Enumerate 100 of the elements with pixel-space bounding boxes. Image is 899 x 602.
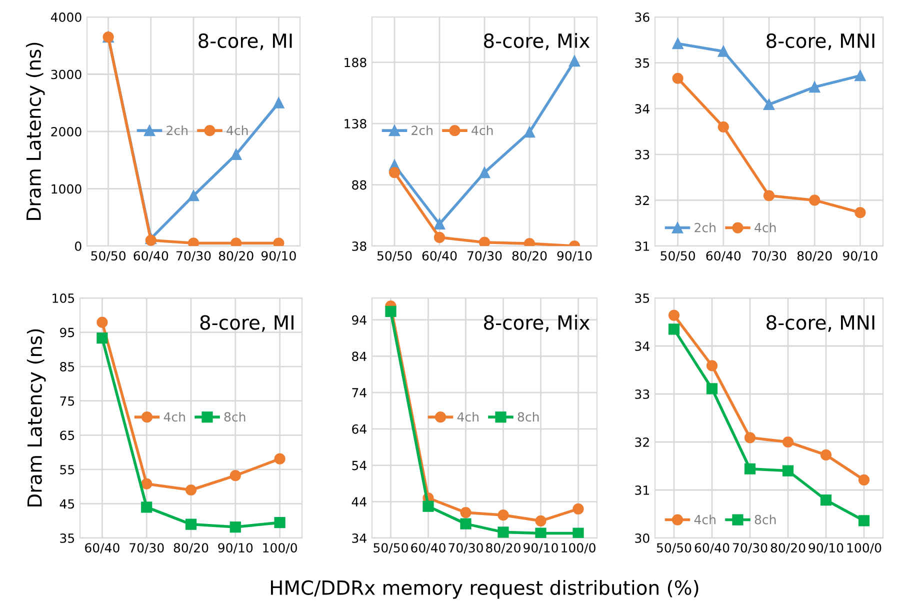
x-axis-title: HMC/DDRx memory request distribution (%) (271, 580, 698, 599)
y-tick-label: 35 (635, 58, 650, 68)
point (460, 506, 472, 518)
y-tick-label: 54 (352, 460, 366, 470)
legend-label: 2ch (694, 222, 716, 232)
point (782, 465, 794, 476)
point (434, 218, 446, 230)
point (535, 528, 546, 538)
y-tick-label: 34 (635, 104, 650, 114)
x-tick-label: 90/10 (261, 251, 296, 262)
point (572, 503, 584, 514)
x-tick-label: 60/40 (422, 251, 457, 262)
point (854, 207, 866, 218)
x-tick-label: 70/30 (752, 251, 786, 262)
x-tick-label: 60/40 (706, 251, 741, 262)
x-tick-label: 60/40 (134, 251, 168, 262)
y-tick-label: 30 (635, 533, 650, 543)
legend-label: 4ch (226, 125, 248, 136)
point (782, 436, 794, 448)
point (858, 515, 870, 526)
point (141, 502, 152, 513)
y-tick-label: 0 (75, 241, 82, 251)
point (145, 234, 156, 246)
y-axis-title: Dram Latency (ns) (26, 42, 45, 220)
point (434, 232, 446, 243)
text: 8-core, MI (200, 315, 294, 332)
text: 8-core, MI (198, 33, 292, 50)
point (854, 70, 866, 82)
point (744, 463, 756, 474)
point (572, 528, 584, 538)
x-tick-label: 90/10 (808, 543, 844, 554)
x-tick-label: 60/40 (694, 543, 730, 554)
x-tick-label: 50/50 (660, 251, 695, 262)
point (809, 82, 820, 93)
y-tick-label: 35 (635, 293, 650, 303)
x-tick-label: 70/30 (176, 251, 211, 262)
point (188, 238, 200, 246)
legend-label: 4ch (164, 412, 185, 422)
point (744, 432, 756, 444)
point (763, 98, 775, 110)
y-tick-label: 34 (352, 533, 366, 543)
point (820, 494, 832, 506)
y-tick-label: 105 (52, 293, 74, 303)
x-tick-label: 50/50 (377, 251, 412, 262)
y-tick-label: 188 (344, 58, 366, 68)
legend-label: 8ch (518, 412, 539, 422)
x-tick-label: 50/50 (656, 543, 692, 554)
point (230, 470, 241, 482)
legend-label: 8ch (224, 412, 246, 422)
y-tick-label: 32 (635, 196, 649, 206)
point (460, 518, 472, 530)
x-tick-label: 100/0 (263, 543, 297, 554)
point (524, 126, 536, 138)
y-tick-label: 138 (344, 119, 366, 128)
legend-label: 2ch (166, 125, 188, 136)
point (668, 310, 680, 321)
x-tick-label: 60/40 (411, 543, 446, 554)
x-tick-label: 80/20 (770, 543, 806, 554)
point (96, 316, 108, 328)
point (230, 521, 241, 533)
x-tick-label: 70/30 (468, 251, 502, 262)
point (809, 194, 820, 206)
legend-label: 4ch (754, 222, 776, 232)
point (672, 72, 684, 84)
x-tick-label: 70/30 (448, 543, 483, 554)
x-tick-label: 80/20 (218, 251, 254, 262)
point (141, 478, 152, 490)
x-tick-label: 90/10 (218, 543, 253, 554)
y-tick-label: 33 (635, 389, 650, 399)
text: 8-core, Mix (484, 33, 590, 50)
y-tick-label: 31 (635, 241, 649, 251)
y-tick-label: 95 (60, 328, 74, 338)
legend-label: 4ch (694, 514, 716, 524)
point (672, 38, 684, 50)
point (478, 236, 490, 246)
text: 8-core, MNI (766, 33, 874, 50)
point (274, 453, 286, 464)
y-tick-label: 34 (635, 341, 650, 351)
y-tick-label: 35 (60, 533, 74, 543)
point (274, 517, 286, 528)
point (763, 190, 775, 202)
point (568, 56, 580, 67)
x-tick-label: 60/40 (85, 543, 120, 554)
point (668, 324, 680, 335)
y-tick-label: 45 (60, 499, 74, 509)
x-tick-label: 70/30 (130, 543, 164, 554)
y-tick-label: 74 (352, 388, 366, 398)
point (498, 526, 509, 538)
x-tick-label: 90/10 (557, 251, 592, 262)
y-tick-label: 85 (60, 362, 74, 372)
y-tick-label: 65 (60, 430, 74, 440)
point (718, 121, 729, 132)
y-tick-label: 33 (635, 150, 650, 160)
point (185, 484, 197, 496)
point (388, 166, 400, 178)
legend-label: 4ch (472, 125, 493, 136)
point (188, 190, 200, 202)
point (498, 510, 509, 521)
point (535, 515, 546, 526)
point (422, 500, 434, 512)
